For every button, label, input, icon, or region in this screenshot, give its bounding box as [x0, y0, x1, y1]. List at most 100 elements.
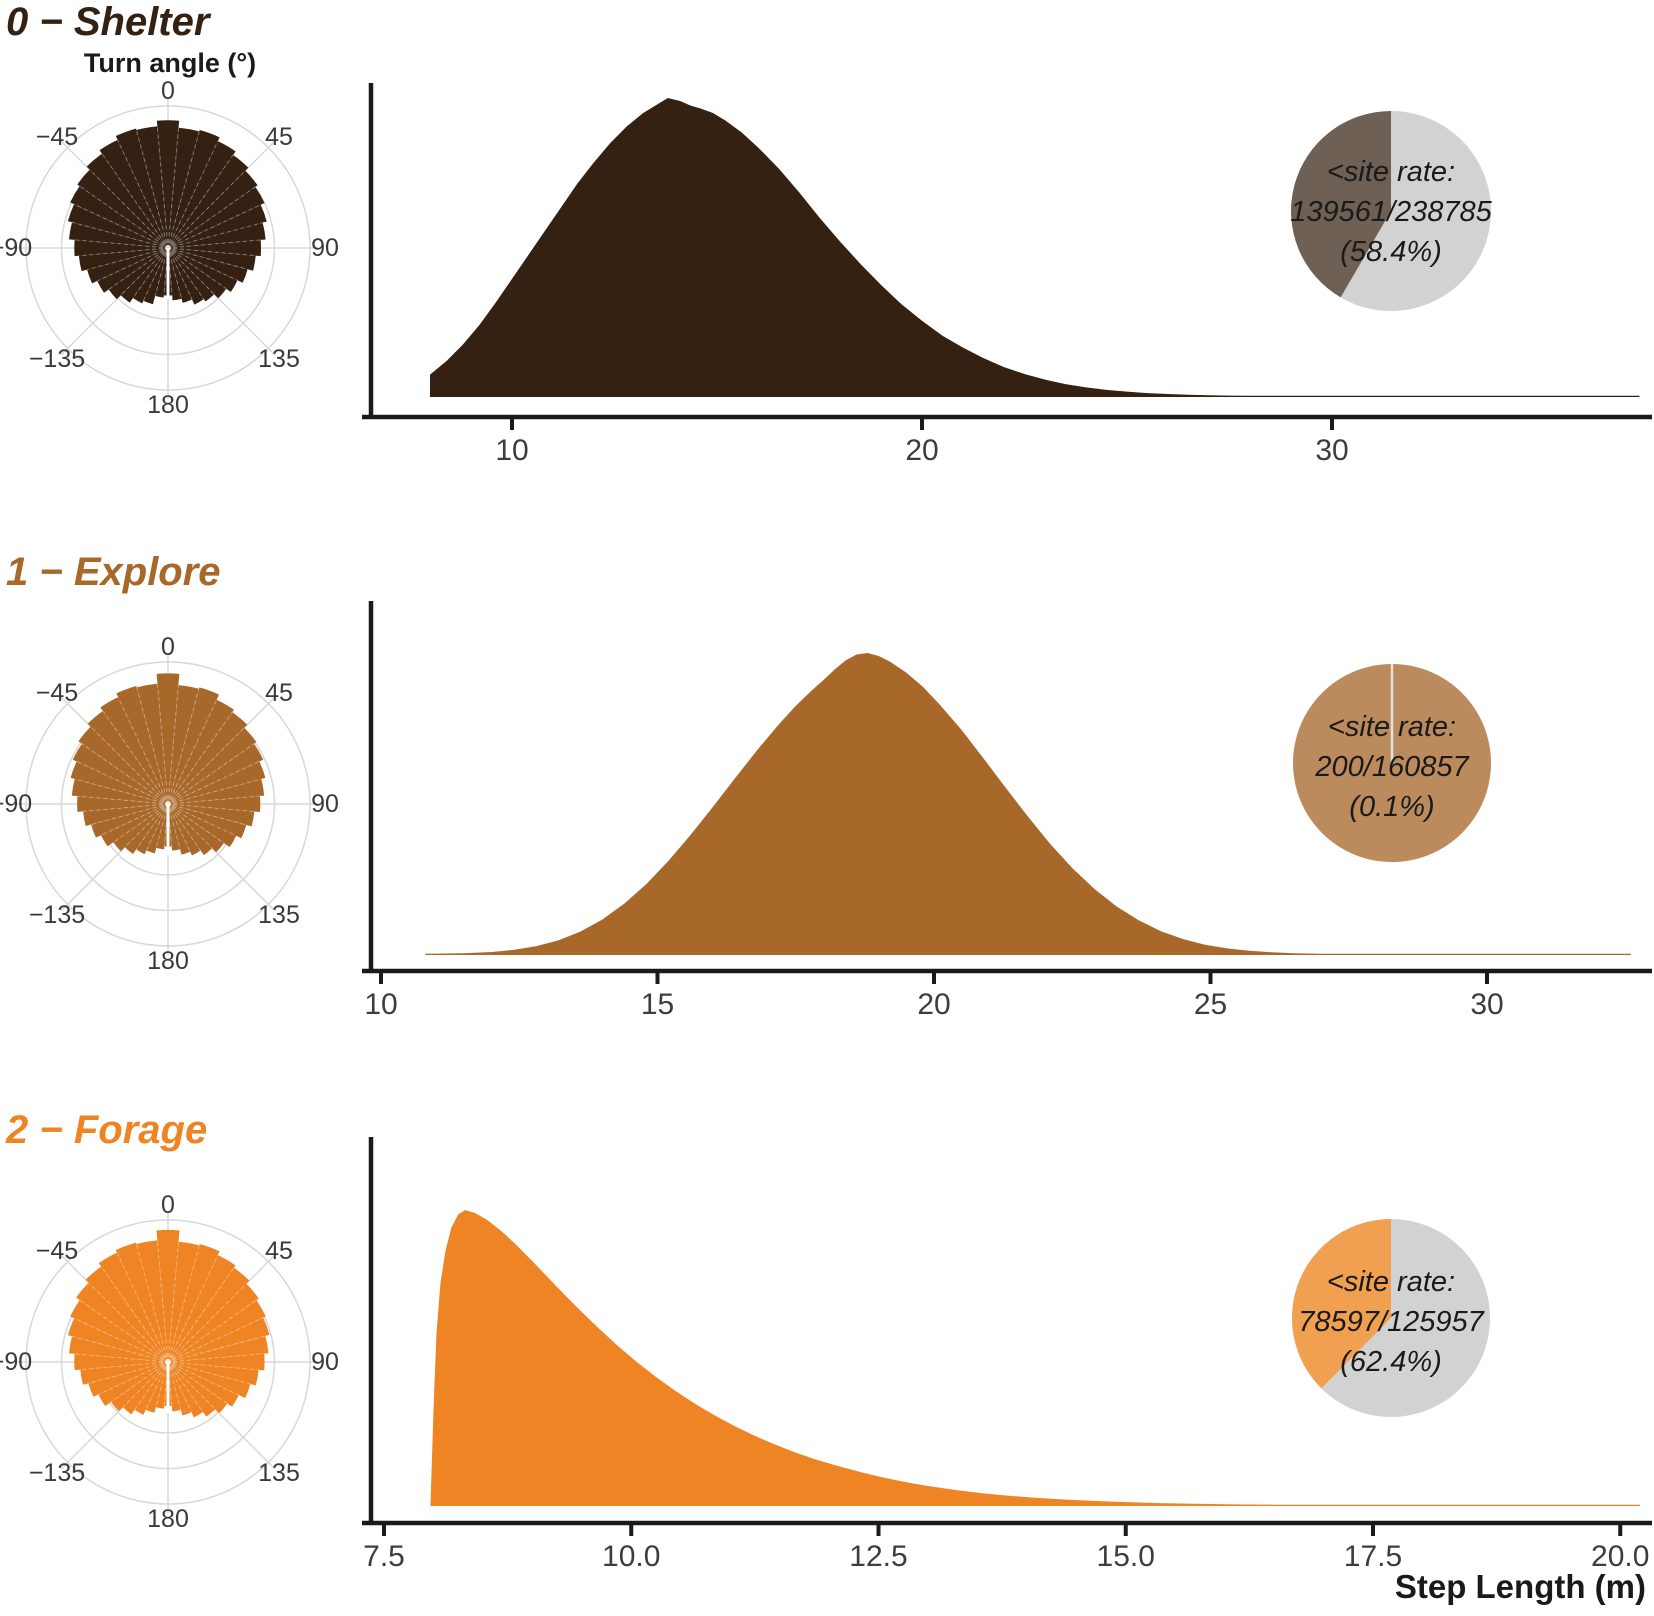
rose-bin-seam — [170, 711, 233, 801]
rose-bar — [168, 1362, 181, 1412]
rose-bar — [77, 796, 168, 812]
site-rate-pie-slice — [1291, 111, 1391, 298]
rose-angle-label: −90 — [0, 234, 32, 262]
rose-bar — [168, 804, 247, 839]
x-tick-label: 15.0 — [1097, 1540, 1155, 1573]
rose-bar — [68, 1336, 168, 1362]
rose-bin-seam — [167, 808, 173, 847]
rose-angle-label: 180 — [147, 1505, 189, 1533]
rose-bin-seam — [171, 727, 245, 801]
rose-bin-seam — [171, 1299, 257, 1360]
rose-bin-seam — [172, 1353, 265, 1363]
rose-bin-seam — [89, 169, 165, 245]
rose-angle-label: 0 — [161, 77, 175, 105]
rose-bar — [168, 1362, 259, 1386]
rose-bin-seam — [171, 170, 246, 245]
rose-bar — [76, 1282, 168, 1362]
rose-bar — [168, 204, 267, 248]
rose-bar — [143, 248, 168, 305]
rose-bin-seam — [145, 808, 167, 851]
rose-bin-seam — [78, 247, 164, 257]
rose-bar — [80, 1362, 168, 1385]
rose-angle-label: 90 — [311, 1348, 339, 1376]
rose-center-dot — [165, 1359, 171, 1365]
rose-angle-label: 45 — [265, 123, 293, 151]
rose-bin-seam — [172, 1317, 264, 1361]
rose-bar — [168, 1362, 192, 1416]
rose-bar — [168, 130, 220, 248]
rose-bin-seam — [168, 1245, 200, 1358]
rose-bar — [67, 204, 168, 248]
rose-bar — [71, 779, 168, 804]
rose-bin-seam — [108, 250, 165, 290]
rose-bin-seam — [156, 683, 169, 800]
rose-bar — [168, 248, 256, 271]
rose-angle-label: 135 — [258, 345, 300, 373]
x-tick-label: 10 — [495, 434, 528, 467]
rose-bar — [168, 186, 265, 248]
rose-bin-seam — [172, 239, 261, 249]
rose-bar — [168, 795, 261, 813]
panel-title-shelter: 0 − Shelter — [6, 0, 210, 44]
rose-bin-seam — [169, 808, 191, 852]
rose-bin-seam — [168, 1366, 182, 1411]
rose-bar — [168, 1362, 204, 1418]
rose-angle-label: 0 — [161, 1191, 175, 1219]
x-tick-label: 15 — [641, 988, 674, 1021]
rose-bar — [168, 248, 238, 292]
rose-bar — [70, 186, 168, 248]
rose-bin-seam — [122, 1365, 165, 1408]
rose-bin-seam — [172, 760, 260, 803]
rose-bar — [87, 248, 168, 284]
rose-bar — [168, 1353, 265, 1371]
rose-bin-seam — [113, 806, 165, 843]
rose-bar — [168, 239, 262, 257]
x-tick-label: 30 — [1315, 434, 1348, 467]
rose-bin-seam — [169, 140, 219, 244]
rose-bar — [99, 139, 168, 248]
rose-angle-label: 180 — [147, 391, 189, 419]
rose-bar — [116, 686, 168, 804]
x-tick-label: 10.0 — [602, 1540, 660, 1573]
rose-bar — [168, 127, 200, 248]
rose-bar — [115, 1242, 168, 1362]
rose-bin-seam — [172, 248, 248, 270]
site-rate-pie-other-slice — [1321, 1219, 1491, 1417]
rose-bar — [70, 761, 168, 804]
rose-bin-seam — [100, 805, 164, 836]
rose-angle-label: −90 — [0, 790, 32, 818]
x-tick-label: 20 — [917, 988, 950, 1021]
rose-bar — [168, 687, 220, 804]
rose-bar — [83, 804, 168, 827]
rose-bin-seam — [172, 204, 261, 247]
rose-bin-seam — [124, 807, 165, 848]
rose-bar — [168, 804, 213, 856]
rose-bin-seam — [168, 131, 200, 244]
rose-bar — [134, 1362, 168, 1415]
rose-bin-seam — [71, 221, 164, 248]
rose-bar — [98, 1362, 168, 1406]
rose-bar — [78, 726, 168, 804]
rose-bin-seam — [71, 1335, 164, 1362]
rose-bar — [86, 153, 168, 248]
rose-bin-seam — [172, 1362, 251, 1385]
rose-bin-seam — [171, 806, 225, 844]
rose-bin-seam — [169, 1254, 219, 1358]
rose-bin-seam — [88, 1362, 164, 1384]
rose-bar — [136, 683, 168, 804]
rose-bar — [88, 1362, 168, 1397]
rose-bin-seam — [168, 252, 183, 299]
rose-bin-seam — [156, 126, 169, 244]
rose-angle-label: 90 — [311, 234, 339, 262]
rose-bar — [77, 169, 168, 248]
rose-bar — [74, 239, 168, 257]
rose-bin-seam — [97, 249, 164, 282]
x-tick-label: 20.0 — [1591, 1540, 1649, 1573]
x-tick-label: 25 — [1194, 988, 1227, 1021]
rose-bin-seam — [83, 803, 164, 812]
rose-bin-seam — [116, 1252, 167, 1358]
rose-bin-seam — [172, 222, 263, 248]
rose-bar — [70, 1300, 168, 1362]
rose-bin-seam — [167, 685, 179, 800]
